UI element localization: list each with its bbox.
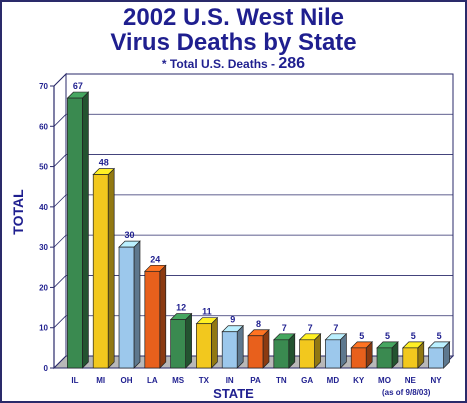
bar-ga	[299, 339, 315, 369]
x-tick-label: TN	[276, 376, 287, 385]
subtitle-prefix: * Total U.S. Deaths -	[161, 57, 279, 71]
x-tick-label: LA	[147, 376, 158, 385]
y-tick-label: 40	[39, 203, 48, 212]
bar-tn	[273, 339, 290, 369]
data-label: 9	[230, 315, 235, 325]
x-tick-label: KY	[353, 376, 365, 385]
x-axis-label: STATE	[213, 386, 254, 401]
y-tick-label: 70	[39, 82, 48, 91]
subtitle-total: 286	[278, 55, 306, 72]
bar-side	[159, 264, 167, 369]
x-tick-label: MI	[96, 376, 105, 385]
bar-side	[107, 167, 115, 369]
bar-side	[236, 324, 244, 369]
gridline-side	[53, 194, 67, 208]
as-of-note: (as of 9/8/03)	[382, 388, 431, 397]
data-label: 5	[359, 331, 364, 341]
data-label: 7	[308, 323, 313, 333]
data-label: 11	[202, 307, 212, 317]
bar-ms	[170, 319, 186, 369]
bar-ky	[350, 347, 367, 369]
y-tick-label: 0	[44, 364, 49, 373]
data-label: 7	[282, 323, 287, 333]
data-label: 67	[73, 81, 83, 91]
bar-in	[221, 331, 238, 369]
x-tick-label: TX	[199, 376, 210, 385]
bar-side	[262, 328, 270, 369]
bar-pa	[247, 335, 264, 369]
gridline-side	[53, 114, 67, 127]
data-label: 5	[385, 331, 390, 341]
chart-subtitle: * Total U.S. Deaths - 286	[0, 55, 467, 73]
plot-side-wall	[53, 72, 67, 370]
bar-la	[144, 270, 161, 369]
y-axis-label: TOTAL	[10, 189, 26, 235]
x-tick-label: NE	[405, 376, 417, 385]
bar-ne	[402, 347, 419, 369]
data-label: 30	[124, 230, 134, 240]
data-label: 7	[333, 323, 338, 333]
x-tick-label: GA	[301, 376, 313, 385]
x-tick-label: OH	[121, 376, 133, 385]
x-tick-label: PA	[250, 376, 261, 385]
x-tick-label: MO	[378, 376, 391, 385]
gridline-side	[53, 73, 67, 87]
bar-mi	[92, 174, 109, 369]
y-tick-label: 30	[39, 243, 48, 252]
gridline-side	[53, 315, 67, 328]
bar-side	[82, 91, 89, 369]
data-label: 5	[437, 331, 442, 341]
bar-tx	[196, 323, 212, 369]
bar-mo	[376, 347, 393, 369]
bar-side	[185, 312, 192, 369]
data-label: 48	[99, 158, 109, 168]
data-label: 12	[176, 303, 186, 313]
y-tick-label: 20	[39, 283, 48, 292]
x-tick-label: NY	[431, 376, 443, 385]
gridline-side	[53, 234, 67, 248]
gridline-side	[53, 154, 67, 167]
y-tick-label: 50	[39, 163, 48, 172]
bar-il	[67, 97, 83, 369]
y-tick-label: 60	[39, 122, 48, 131]
gridline-side	[53, 275, 67, 288]
bar-ny	[428, 347, 444, 369]
x-tick-label: IL	[71, 376, 78, 385]
y-tick-label: 10	[39, 324, 48, 333]
bar-oh	[118, 246, 135, 369]
x-tick-label: MD	[327, 376, 340, 385]
x-tick-label: MS	[172, 376, 185, 385]
chart-title-line2: Virus Deaths by State	[110, 29, 357, 56]
bar-side	[211, 316, 218, 369]
data-label: 24	[150, 254, 160, 264]
data-label: 5	[411, 331, 416, 341]
bar-side	[133, 240, 141, 369]
x-tick-label: IN	[226, 376, 234, 385]
chart-title-line1: 2002 U.S. West Nile	[123, 4, 344, 31]
bar-md	[325, 339, 341, 369]
data-label: 8	[256, 319, 261, 329]
